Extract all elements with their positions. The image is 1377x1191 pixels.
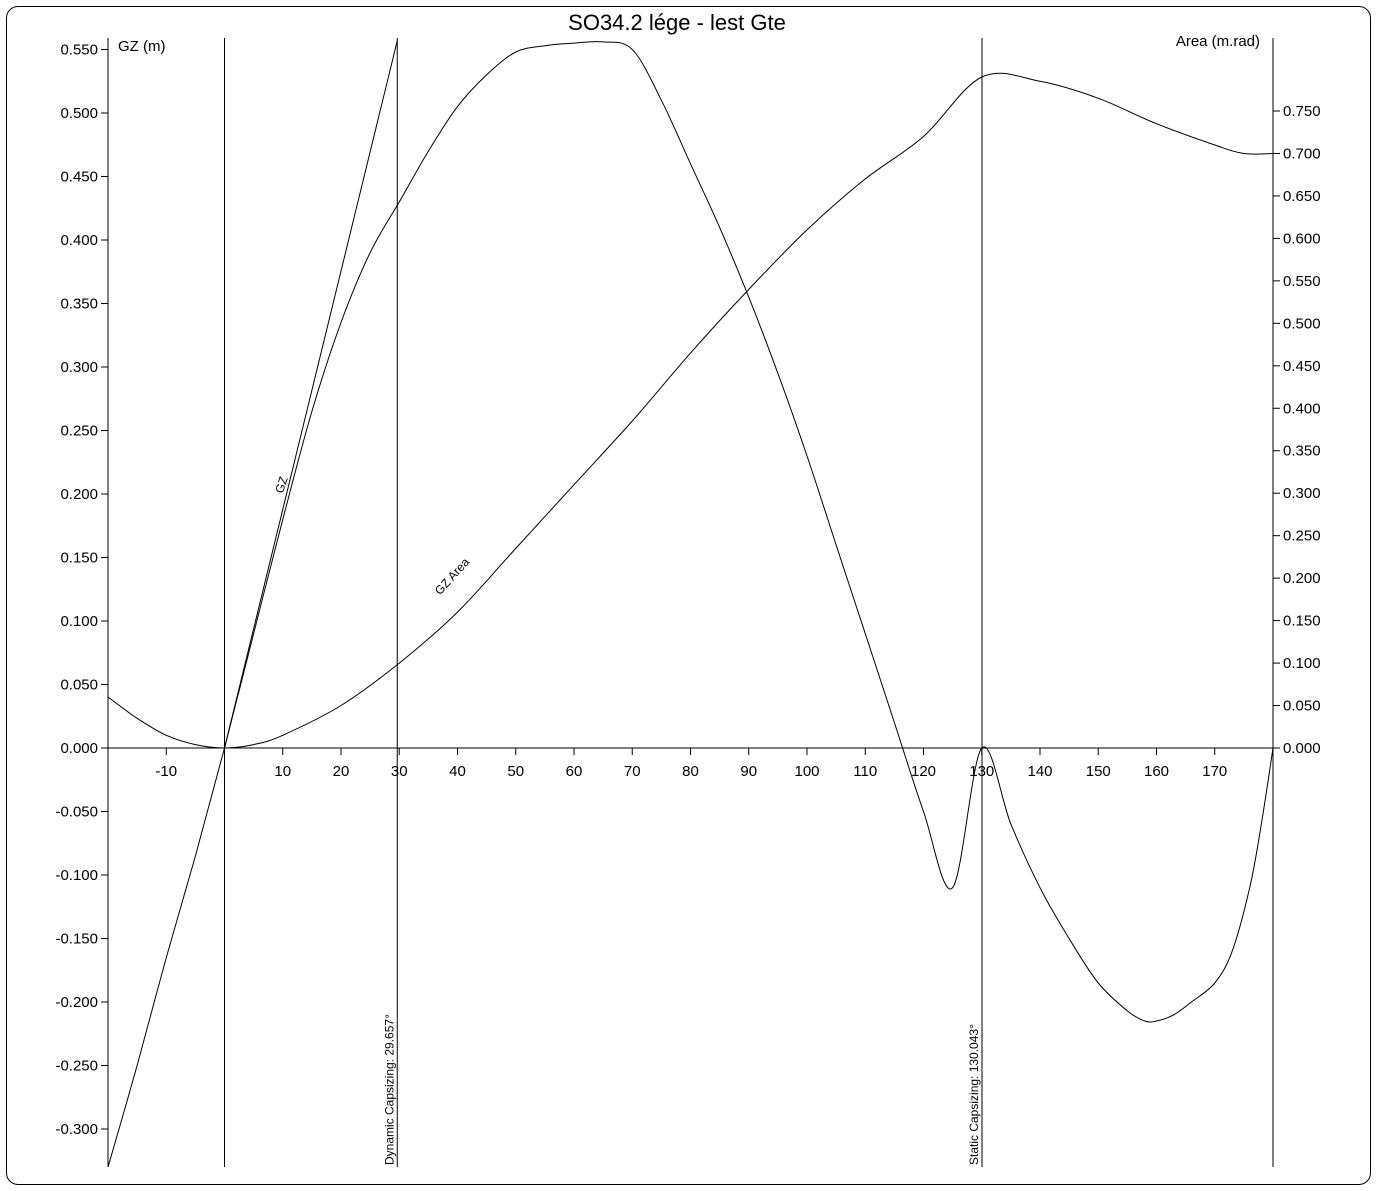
capsizing-marker-label: Dynamic Capsizing: 29.657° — [382, 1014, 396, 1165]
y-left-tick-label: -0.100 — [55, 867, 98, 884]
y-left-tick-label: -0.200 — [55, 994, 98, 1011]
chart-title: SO34.2 lége - lest Gte — [568, 10, 786, 35]
y-left-tick-label: -0.150 — [55, 931, 98, 948]
y-right-tick-label: 0.400 — [1283, 400, 1321, 417]
x-tick-label: 90 — [740, 763, 757, 780]
y-axis-left-title: GZ (m) — [118, 38, 165, 55]
y-right-tick-label: 0.500 — [1283, 315, 1321, 332]
y-left-tick-label: -0.050 — [55, 804, 98, 821]
y-left-tick-label: -0.300 — [55, 1121, 98, 1138]
x-tick-label: 160 — [1144, 763, 1169, 780]
x-tick-label: 40 — [449, 763, 466, 780]
y-right-tick-label: 0.250 — [1283, 528, 1321, 545]
series-gz — [107, 41, 1274, 1168]
y-right-tick-label: 0.100 — [1283, 655, 1321, 672]
y-left-tick-label: 0.550 — [60, 42, 98, 59]
y-left-tick-label: 0.400 — [60, 232, 98, 249]
x-tick-label: 30 — [391, 763, 408, 780]
y-left-tick-label: 0.350 — [60, 296, 98, 313]
x-tick-label: 140 — [1027, 763, 1052, 780]
y-right-tick-label: 0.700 — [1283, 145, 1321, 162]
x-tick-label: 10 — [274, 763, 291, 780]
x-tick-label: 170 — [1202, 763, 1227, 780]
marker-layer: Dynamic Capsizing: 29.657° Static Capsizi… — [382, 38, 983, 1167]
y-right-tick-label: 0.350 — [1283, 443, 1321, 460]
x-tick-label: 120 — [911, 763, 936, 780]
y-right-tick-label: 0.650 — [1283, 188, 1321, 205]
y-left-tick-label: 0.100 — [60, 613, 98, 630]
y-left-tick-label: 0.450 — [60, 169, 98, 186]
y-right-tick-label: 0.200 — [1283, 570, 1321, 587]
y-right-tick-label: 0.300 — [1283, 485, 1321, 502]
y-left-tick-label: 0.050 — [60, 677, 98, 694]
x-tick-label: 50 — [507, 763, 524, 780]
capsizing-marker-label: Static Capsizing: 130.043° — [967, 1024, 981, 1165]
label-layer: GZ GZ Area — [272, 475, 472, 598]
y-right-tick-label: 0.050 — [1283, 698, 1321, 715]
y-right-tick-label: 0.000 — [1283, 740, 1321, 757]
series-gz-area — [107, 72, 1274, 749]
y-left-tick-label: 0.300 — [60, 359, 98, 376]
x-tick-label: 80 — [682, 763, 699, 780]
series-label: GZ Area — [432, 555, 473, 598]
chart-frame — [6, 6, 1371, 1185]
y-axis-right-title: Area (m.rad) — [1176, 33, 1260, 50]
y-right-tick-label: 0.550 — [1283, 273, 1321, 290]
y-left-tick-label: 0.200 — [60, 486, 98, 503]
series-layer — [107, 40, 1274, 1168]
x-tick-label: 70 — [624, 763, 641, 780]
y-left-tick-label: 0.150 — [60, 550, 98, 567]
y-right-tick-label: 0.450 — [1283, 358, 1321, 375]
y-left-tick-label: 0.250 — [60, 423, 98, 440]
series-tangent-line — [224, 40, 398, 749]
y-right-tick-label: 0.600 — [1283, 230, 1321, 247]
x-tick-label: 110 — [853, 763, 877, 780]
y-left-tick-label: 0.000 — [60, 740, 98, 757]
y-left-tick-label: -0.250 — [55, 1058, 98, 1075]
y-right-tick-label: 0.150 — [1283, 613, 1321, 630]
x-tick-label: 100 — [794, 763, 819, 780]
y-right-tick-label: 0.750 — [1283, 103, 1321, 120]
series-label: GZ — [272, 475, 290, 495]
x-tick-label: -10 — [155, 763, 177, 780]
axes: -10 10 20 30 40 50 60 70 80 90 100 110 120 130 140 150 1… — [55, 38, 1321, 1167]
y-left-tick-label: 0.500 — [60, 105, 98, 122]
x-tick-label: 150 — [1086, 763, 1111, 780]
x-tick-label: 60 — [566, 763, 583, 780]
x-tick-label: 20 — [333, 763, 350, 780]
